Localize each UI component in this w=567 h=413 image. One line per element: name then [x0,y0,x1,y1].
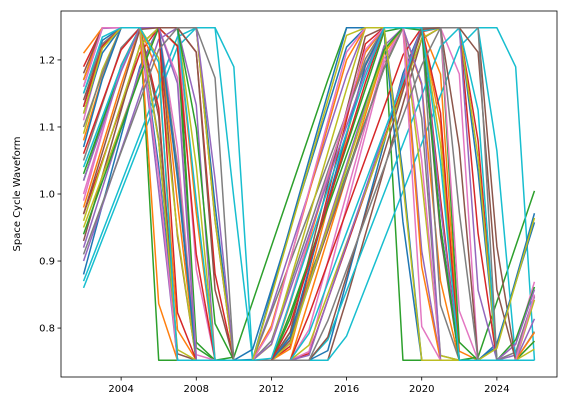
series-layer [82,27,536,361]
y-tick-label: 1.2 [39,55,55,66]
x-tick-label: 2004 [108,384,133,395]
x-tick-label: 2020 [409,384,434,395]
y-tick-label: 1.0 [39,190,55,201]
x-tick-label: 2016 [334,384,359,395]
y-tick-label: 0.8 [39,324,55,335]
x-tick-label: 2008 [184,384,209,395]
y-axis: 0.8 0.9 1.0 1.1 1.2 [39,55,61,335]
y-axis-label: Space Cycle Waveform [12,137,23,252]
x-axis: 2004 2008 2012 2016 2020 2024 [108,377,510,395]
series-line-38 [82,27,535,361]
y-tick-label: 1.1 [39,122,55,133]
series-line-40 [82,27,535,361]
x-tick-label: 2024 [484,384,509,395]
x-tick-label: 2012 [259,384,284,395]
y-tick-label: 0.9 [39,257,55,268]
